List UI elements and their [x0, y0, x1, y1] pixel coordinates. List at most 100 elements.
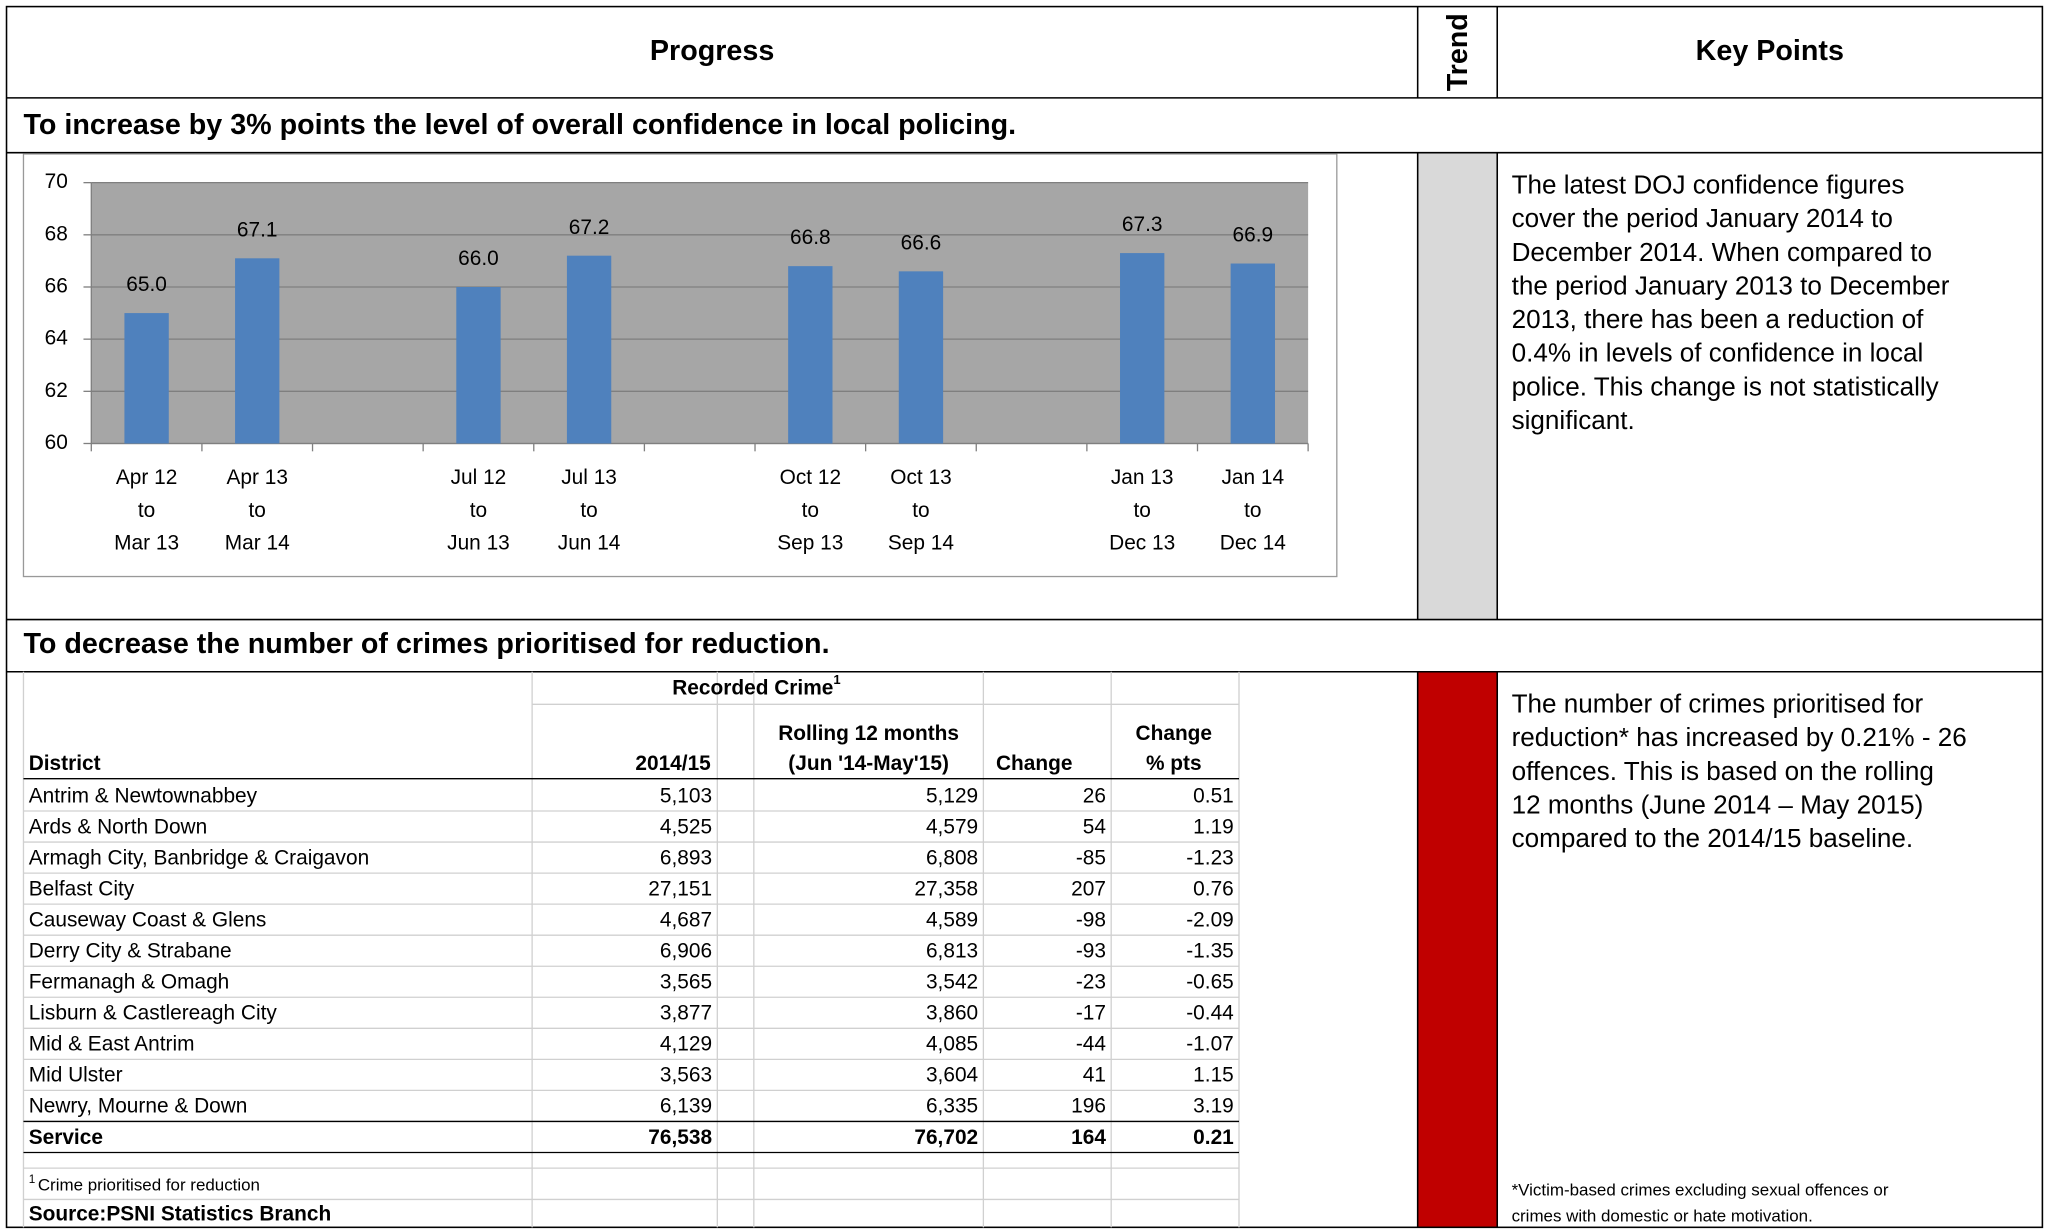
table-cell: 6,813: [926, 940, 978, 963]
table-cell: -98: [1076, 908, 1106, 931]
table-cell: Belfast City: [29, 877, 135, 900]
data-label: 66.6: [901, 231, 942, 254]
table-cell: Service: [29, 1126, 103, 1149]
x-tick-label: Jan 14: [1221, 466, 1284, 489]
table-cell: 3,542: [926, 971, 978, 994]
table-cell: Derry City & Strabane: [29, 940, 232, 963]
table-cell: -1.35: [1186, 940, 1234, 963]
bar: [788, 266, 833, 444]
x-tick-label: Jun 13: [447, 531, 510, 554]
x-tick-label: Jul 12: [451, 466, 507, 489]
table-cell: 41: [1083, 1064, 1106, 1087]
key-point-line: The number of crimes prioritised for: [1512, 689, 1924, 719]
table-cell: Ards & North Down: [29, 815, 208, 838]
table-cell: 4,579: [926, 815, 978, 838]
table-cell: Mid Ulster: [29, 1064, 123, 1087]
table-cell: 5,103: [660, 784, 712, 807]
superscript: 1: [833, 672, 840, 687]
superscript: 1: [29, 1173, 36, 1186]
table-cell: Lisburn & Castlereagh City: [29, 1002, 278, 1025]
table-cell: Newry, Mourne & Down: [29, 1095, 248, 1118]
column-header: Rolling 12 months: [778, 722, 959, 745]
table-cell: 3,604: [926, 1064, 978, 1087]
x-tick-label: Oct 12: [780, 466, 841, 489]
bar: [898, 271, 944, 444]
section-title: To decrease the number of crimes priorit…: [23, 628, 829, 660]
table-cell: 3,565: [660, 971, 712, 994]
key-point-line: 2013, there has been a reduction of: [1512, 304, 1925, 334]
x-tick-label: Mar 13: [114, 531, 179, 554]
bar: [566, 255, 612, 444]
table-cell: 54: [1083, 815, 1106, 838]
key-point-line: compared to the 2014/15 baseline.: [1512, 823, 1914, 853]
table-cell: 6,808: [926, 846, 978, 869]
table-cell: 3,860: [926, 1002, 978, 1025]
y-tick-label: 60: [45, 431, 68, 454]
table-cell: -0.44: [1186, 1002, 1234, 1025]
table-cell: -93: [1076, 940, 1106, 963]
table-cell: 3.19: [1193, 1095, 1234, 1118]
table-cell: 4,129: [660, 1033, 712, 1056]
x-tick-label: Apr 12: [116, 466, 177, 489]
x-tick-label: Dec 13: [1109, 531, 1175, 554]
table-cell: -85: [1076, 846, 1106, 869]
data-label: 67.2: [569, 216, 610, 239]
table-cell: 76,702: [914, 1126, 978, 1149]
key-point-line: 12 months (June 2014 – May 2015): [1512, 789, 1924, 819]
x-tick-label: to: [1133, 499, 1150, 522]
key-point-line: offences. This is based on the rolling: [1512, 756, 1934, 786]
data-label: 67.3: [1122, 213, 1163, 236]
y-tick-label: 62: [45, 379, 68, 402]
table-cell: 4,589: [926, 908, 978, 931]
key-point-line: 0.4% in levels of confidence in local: [1512, 338, 1924, 368]
x-tick-label: Apr 13: [226, 466, 287, 489]
table-cell: 3,877: [660, 1002, 712, 1025]
footnote-line: *Victim-based crimes excluding sexual of…: [1512, 1180, 1889, 1199]
table-cell: 0.76: [1193, 877, 1234, 900]
table-source: Source:PSNI Statistics Branch: [29, 1203, 332, 1226]
x-tick-label: to: [912, 499, 929, 522]
table-cell: -23: [1076, 971, 1106, 994]
table-cell: 4,525: [660, 815, 712, 838]
table-cell: 0.51: [1193, 784, 1234, 807]
table-cell: -0.65: [1186, 971, 1234, 994]
data-label: 65.0: [126, 273, 167, 296]
x-tick-label: to: [138, 499, 155, 522]
key-point-line: December 2014. When compared to: [1512, 237, 1932, 267]
table-cell: -2.09: [1186, 908, 1234, 931]
table-footnote: 1 Crime prioritised for reduction: [29, 1173, 260, 1195]
x-tick-label: to: [249, 499, 266, 522]
bar: [235, 258, 280, 444]
table-cell: 164: [1071, 1126, 1106, 1149]
table-cell: Fermanagh & Omagh: [29, 971, 230, 994]
table-cell: 0.21: [1193, 1126, 1234, 1149]
key-point-line: cover the period January 2014 to: [1512, 203, 1893, 233]
bar: [124, 313, 169, 444]
column-header: Change: [1136, 722, 1213, 745]
table-cell: Mid & East Antrim: [29, 1033, 195, 1056]
table-cell: -17: [1076, 1002, 1106, 1025]
key-point-line: police. This change is not statistically: [1512, 371, 1939, 401]
table-cell: 6,893: [660, 846, 712, 869]
header: Progress: [650, 35, 774, 67]
bar: [456, 286, 501, 444]
plot-area: [91, 182, 1309, 444]
table-cell: 4,687: [660, 908, 712, 931]
y-tick-label: 68: [45, 222, 68, 245]
table-cell: 27,358: [914, 877, 978, 900]
table-cell: Causeway Coast & Glens: [29, 908, 267, 931]
table-cell: 6,139: [660, 1095, 712, 1118]
table-cell: -1.23: [1186, 846, 1234, 869]
table-cell: 1.15: [1193, 1064, 1234, 1087]
x-tick-label: to: [580, 499, 597, 522]
column-header: Change: [996, 752, 1073, 775]
table-cell: 27,151: [648, 877, 712, 900]
table-cell: 196: [1071, 1095, 1106, 1118]
x-tick-label: Oct 13: [890, 466, 951, 489]
table-cell: 5,129: [926, 784, 978, 807]
column-header: (Jun '14-May'15): [788, 752, 949, 775]
table-group-header: Recorded Crime: [672, 676, 833, 699]
x-tick-label: Sep 14: [888, 531, 954, 554]
frame: [5, 5, 2044, 1229]
